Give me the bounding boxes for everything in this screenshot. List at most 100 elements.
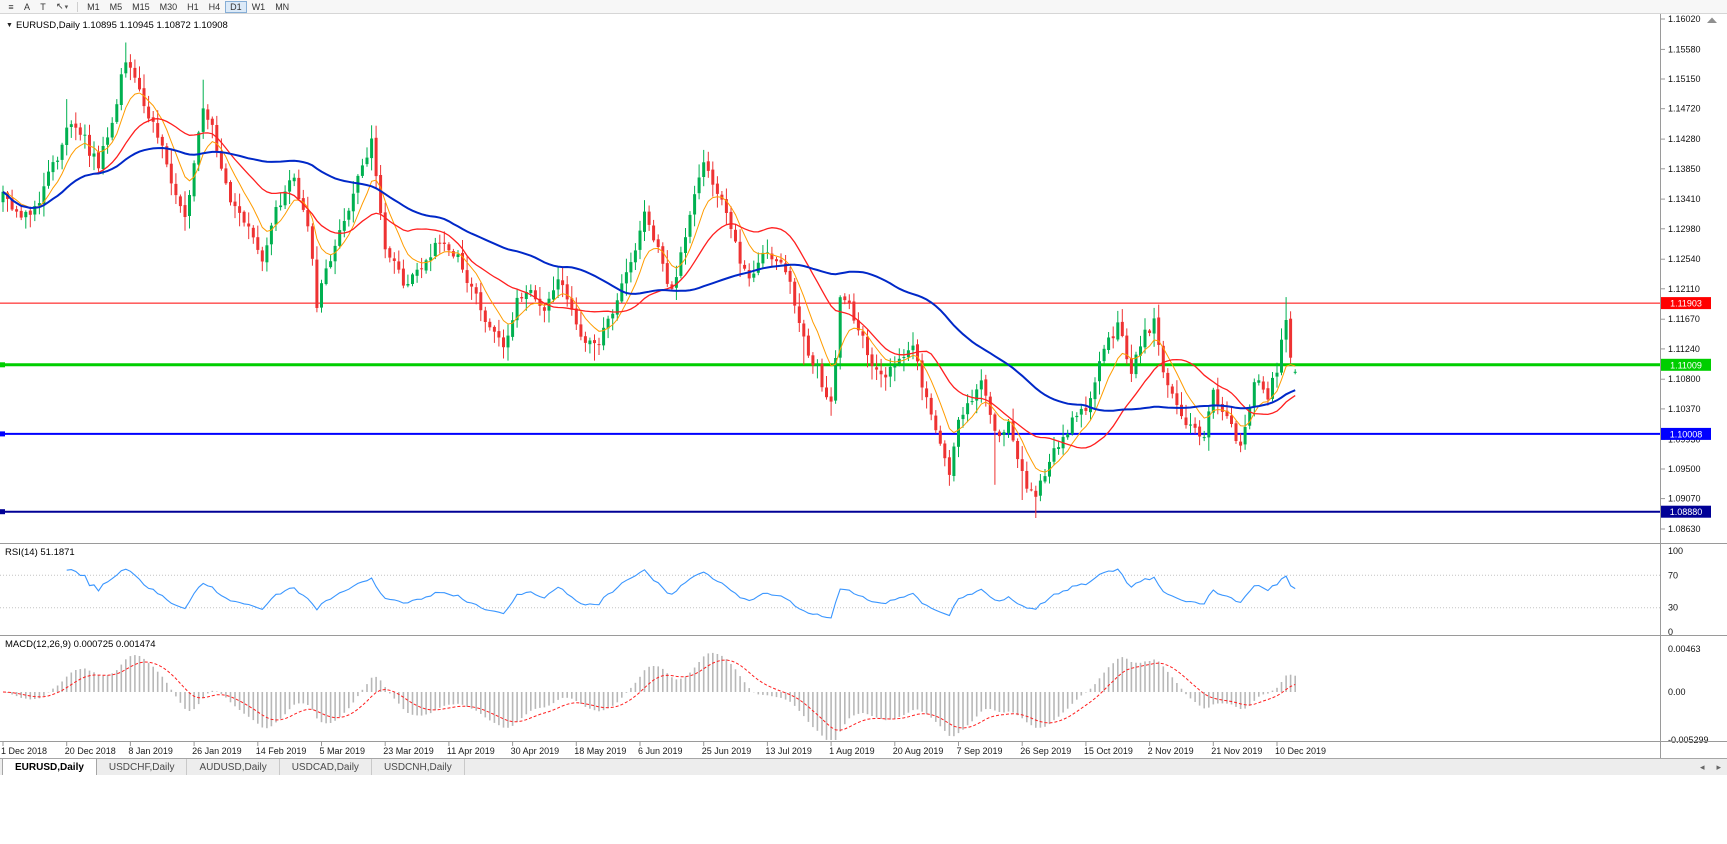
svg-text:1.15150: 1.15150: [1668, 74, 1701, 84]
hline-handle: [0, 362, 5, 368]
hline-price-label: 1.11903: [1670, 299, 1702, 309]
svg-text:70: 70: [1668, 570, 1678, 580]
svg-text:13 Jul 2019: 13 Jul 2019: [765, 746, 812, 756]
svg-text:1.10370: 1.10370: [1668, 404, 1701, 414]
svg-text:14 Feb 2019: 14 Feb 2019: [256, 746, 307, 756]
svg-text:18 May 2019: 18 May 2019: [574, 746, 626, 756]
svg-text:7 Sep 2019: 7 Sep 2019: [957, 746, 1003, 756]
svg-text:1.08630: 1.08630: [1668, 524, 1701, 534]
svg-text:1 Aug 2019: 1 Aug 2019: [829, 746, 875, 756]
chart-tab-bar: EURUSD,Daily USDCHF,Daily AUDUSD,Daily U…: [0, 758, 1727, 775]
tab-audusd-daily[interactable]: AUDUSD,Daily: [187, 759, 280, 775]
timeframe-m1-button[interactable]: M1: [82, 1, 105, 13]
price-axis[interactable]: 1.16020 1.15580 1.15150 1.14720 1.14280 1.138…: [1660, 14, 1717, 758]
cursor-icon: ↖: [56, 1, 64, 11]
rsi-header-text: RSI(14) 51.1871: [5, 547, 75, 558]
svg-text:1.09500: 1.09500: [1668, 464, 1701, 474]
svg-text:1.16020: 1.16020: [1668, 14, 1701, 24]
svg-text:30 Apr 2019: 30 Apr 2019: [511, 746, 560, 756]
tab-usdchf-daily[interactable]: USDCHF,Daily: [97, 759, 188, 775]
tab-usdcnh-daily[interactable]: USDCNH,Daily: [372, 759, 465, 775]
svg-text:1.10800: 1.10800: [1668, 374, 1701, 384]
axis-scroll-arrow-icon: [1707, 17, 1717, 23]
rsi-pane[interactable]: 100 70 30 0 RSI(14) 51.1871: [0, 543, 1727, 638]
hline-price-label: 1.10008: [1670, 429, 1703, 439]
toolbar: ≡ A T ↖ ▾ M1 M5 M15 M30 H1 H4 D1 W1 MN: [0, 0, 1727, 14]
chart-list-button[interactable]: ≡: [3, 1, 19, 13]
tab-usdcad-daily[interactable]: USDCAD,Daily: [280, 759, 372, 775]
timeframe-w1-button[interactable]: W1: [247, 1, 271, 13]
toolbar-separator: [77, 1, 79, 12]
hline-price-label: 1.11009: [1670, 360, 1702, 370]
svg-text:0.00: 0.00: [1668, 687, 1686, 697]
time-axis[interactable]: 1 Dec 2018 20 Dec 2018 8 Jan 2019 26 Jan 20…: [0, 741, 1727, 757]
tab-scroll-left-button[interactable]: ◂: [1694, 759, 1711, 775]
hline-price-label: 1.08880: [1670, 507, 1703, 517]
font-a-icon: A: [24, 1, 31, 12]
timeframe-m5-button[interactable]: M5: [105, 1, 128, 13]
hline-handle: [0, 431, 5, 437]
timeframe-m15-button[interactable]: M15: [127, 1, 155, 13]
tab-eurusd-daily[interactable]: EURUSD,Daily: [2, 759, 97, 775]
svg-text:1.09070: 1.09070: [1668, 494, 1701, 504]
svg-text:25 Jun 2019: 25 Jun 2019: [702, 746, 752, 756]
timeframe-m30-button[interactable]: M30: [155, 1, 183, 13]
tab-scroll-right-button[interactable]: ▸: [1710, 759, 1727, 775]
svg-text:20 Dec 2018: 20 Dec 2018: [65, 746, 116, 756]
svg-text:0: 0: [1668, 627, 1673, 637]
svg-text:21 Nov 2019: 21 Nov 2019: [1211, 746, 1262, 756]
chart-canvas[interactable]: ▼ EURUSD,Daily 1.10895 1.10945 1.10872 1.…: [0, 14, 1727, 758]
svg-text:1.11240: 1.11240: [1668, 344, 1700, 354]
svg-text:20 Aug 2019: 20 Aug 2019: [893, 746, 944, 756]
symbol-dropdown-icon: ▼: [6, 22, 13, 29]
slow-ma-line: [2, 146, 1296, 412]
svg-text:-0.005299: -0.005299: [1668, 735, 1709, 745]
svg-text:5 Mar 2019: 5 Mar 2019: [320, 746, 366, 756]
chart-list-icon: ≡: [8, 1, 14, 12]
macd-pane[interactable]: 0.00463 0.00 -0.005299 MACD(12,26,9) 0.0007…: [0, 635, 1727, 746]
text-tool-button[interactable]: T: [35, 1, 51, 13]
scroll-left-icon: ◂: [1699, 761, 1705, 772]
svg-text:8 Jan 2019: 8 Jan 2019: [128, 746, 173, 756]
svg-text:1.14280: 1.14280: [1668, 134, 1701, 144]
tab-bar-spacer: [465, 759, 1694, 775]
svg-text:11 Apr 2019: 11 Apr 2019: [447, 746, 495, 756]
svg-text:1.15580: 1.15580: [1668, 44, 1701, 54]
price-pane[interactable]: ▼ EURUSD,Daily 1.10895 1.10945 1.10872 1.…: [0, 20, 1660, 518]
svg-text:1.11670: 1.11670: [1668, 314, 1700, 324]
svg-text:26 Jan 2019: 26 Jan 2019: [192, 746, 242, 756]
svg-text:15 Oct 2019: 15 Oct 2019: [1084, 746, 1133, 756]
svg-text:2 Nov 2019: 2 Nov 2019: [1148, 746, 1194, 756]
svg-text:0.00463: 0.00463: [1668, 644, 1701, 654]
svg-text:1.13410: 1.13410: [1668, 194, 1701, 204]
timeframe-mn-button[interactable]: MN: [270, 1, 294, 13]
mid-ma-line: [2, 118, 1296, 449]
dropdown-caret-icon: ▾: [64, 3, 69, 11]
candles: [1, 42, 1297, 518]
svg-text:1 Dec 2018: 1 Dec 2018: [1, 746, 47, 756]
svg-text:6 Jun 2019: 6 Jun 2019: [638, 746, 683, 756]
svg-text:23 Mar 2019: 23 Mar 2019: [383, 746, 434, 756]
svg-text:10 Dec 2019: 10 Dec 2019: [1275, 746, 1326, 756]
scroll-right-icon: ▸: [1716, 761, 1721, 772]
text-t-icon: T: [40, 1, 46, 12]
fast-ma-line: [2, 92, 1296, 473]
macd-signal-line: [2, 659, 1296, 731]
macd-header-text: MACD(12,26,9) 0.000725 0.001474: [5, 639, 156, 650]
svg-text:1.12540: 1.12540: [1668, 254, 1701, 264]
svg-text:26 Sep 2019: 26 Sep 2019: [1020, 746, 1071, 756]
svg-text:1.14720: 1.14720: [1668, 104, 1701, 114]
svg-text:1.13850: 1.13850: [1668, 164, 1701, 174]
svg-text:30: 30: [1668, 603, 1678, 613]
timeframe-h4-button[interactable]: H4: [204, 1, 226, 13]
svg-text:100: 100: [1668, 546, 1683, 556]
cursor-tool-button[interactable]: ↖ ▾: [51, 1, 73, 13]
svg-text:1.12980: 1.12980: [1668, 224, 1701, 234]
hline-handle: [0, 509, 5, 515]
rsi-line: [66, 568, 1296, 619]
timeframe-h1-button[interactable]: H1: [182, 1, 204, 13]
font-tool-button[interactable]: A: [19, 1, 35, 13]
timeframe-d1-button[interactable]: D1: [225, 0, 247, 13]
ohlc-header-text: EURUSD,Daily 1.10895 1.10945 1.10872 1.1…: [16, 20, 228, 31]
svg-text:1.12110: 1.12110: [1668, 284, 1700, 294]
